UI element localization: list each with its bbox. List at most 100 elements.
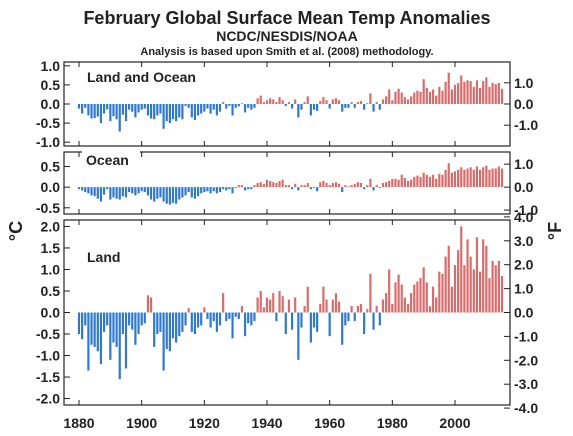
bar [494,265,497,313]
bar [428,306,432,313]
bar [281,179,284,188]
left-tick-label: -1.0 [36,134,60,150]
bar [450,286,453,313]
bar [450,172,453,188]
bar [90,104,93,119]
bar [131,187,134,194]
left-tick-label: 0.0 [41,179,61,195]
bar [381,299,385,313]
bar [303,102,306,104]
bar [309,187,312,190]
bar [394,282,397,313]
x-tick-label: 2000 [439,415,470,431]
bar [134,104,137,118]
bar [485,77,488,104]
x-tick-label: 1900 [126,415,157,431]
bar [397,88,400,104]
bar [137,104,140,113]
bar [319,100,322,104]
bar [203,104,206,112]
right-tick-label: 1.0 [514,281,534,297]
bar [337,183,341,188]
bar [87,312,90,371]
panel-label-bg [82,151,140,169]
right-unit-label: °F [545,222,565,240]
bar [165,104,168,122]
bar [77,187,81,190]
x-tick-label: 1960 [314,415,345,431]
bar [193,187,197,199]
bar [275,312,278,322]
bar [112,187,115,198]
bar [366,185,369,188]
right-tick-label: 4.0 [514,209,534,225]
bar [294,183,297,188]
bar [228,187,231,190]
left-tick-label: -0.5 [36,326,60,342]
bar [128,312,131,326]
bar [90,187,93,196]
bar [482,239,485,313]
bar [472,169,475,188]
bar [212,104,215,110]
bar [309,312,312,343]
bar [171,187,175,203]
bar [153,312,156,347]
bar [256,297,259,313]
bar [187,104,190,108]
bar [297,187,300,191]
bar [256,98,259,104]
bar [206,312,209,319]
bar [331,299,334,313]
bar [106,104,109,110]
bar [290,104,294,109]
bar [253,104,256,108]
bar [287,185,291,188]
bar [200,104,203,114]
bar [96,187,99,199]
bar [137,312,140,335]
bar [153,187,156,202]
bar [363,104,366,110]
bar [316,187,319,192]
bar [269,98,272,104]
bar [99,312,103,365]
bar [222,187,225,190]
bar [350,185,353,188]
bar [99,104,103,124]
bar [419,176,422,188]
bar [84,312,87,326]
bar [272,293,275,313]
bar [165,312,168,350]
bar [93,187,96,197]
left-tick-label: -1.5 [36,369,60,385]
bar [153,104,156,120]
bar [478,271,482,313]
bar [422,267,425,313]
bar [466,80,469,104]
bar [344,185,347,188]
bar [178,104,181,118]
bar [375,185,378,188]
bar [366,309,369,313]
bar [209,312,212,328]
bar [102,104,106,114]
bar [106,312,109,326]
bar [87,187,90,194]
bar [482,167,485,188]
left-tick-label: 1.0 [41,58,61,74]
bar [215,312,218,332]
left-tick-label: 0.5 [41,158,61,174]
bar [444,256,447,313]
bar [453,171,457,188]
bar [115,104,118,120]
left-tick-label: 2.0 [41,218,61,234]
bar [243,187,247,191]
bar [337,100,341,104]
bar [312,187,316,188]
bar [234,312,237,317]
bar [435,95,438,104]
bar [149,104,153,119]
bar [406,99,410,104]
